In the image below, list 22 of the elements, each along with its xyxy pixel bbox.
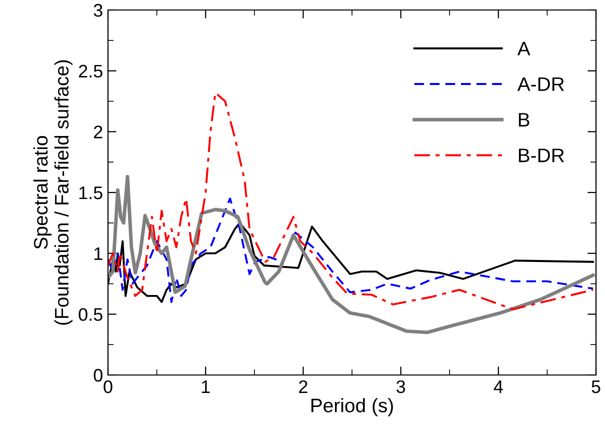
x-tick-label: 3 [396,380,406,394]
y-tick-label: 0.5 [78,308,102,321]
x-tick-label: 0 [104,380,112,394]
y-axis-title: Spectral ratio (Foundation / Far-field surface) [33,60,72,325]
y-tick-label: 1.5 [79,186,102,200]
x-axis-title: Period (s) [311,398,393,416]
legend-label: A [517,42,530,56]
x-tick-label: 4 [494,380,503,393]
y-tick-label: 3 [94,4,102,17]
legend-label: B-DR [518,148,564,162]
x-tick-label: 2 [299,380,308,393]
line-series [108,198,594,303]
y-tick-label: 2 [94,126,102,138]
legend-label: B [518,113,530,126]
y-tick-label: 0 [94,368,102,382]
x-tick-label: 5 [592,380,600,394]
y-tick-label: 2.5 [78,64,102,78]
line-series [108,92,594,310]
line-series [108,174,595,334]
y-tick-label: 1 [94,247,102,260]
legend-label: A-DR [517,77,564,91]
x-tick-label: 1 [202,380,210,393]
